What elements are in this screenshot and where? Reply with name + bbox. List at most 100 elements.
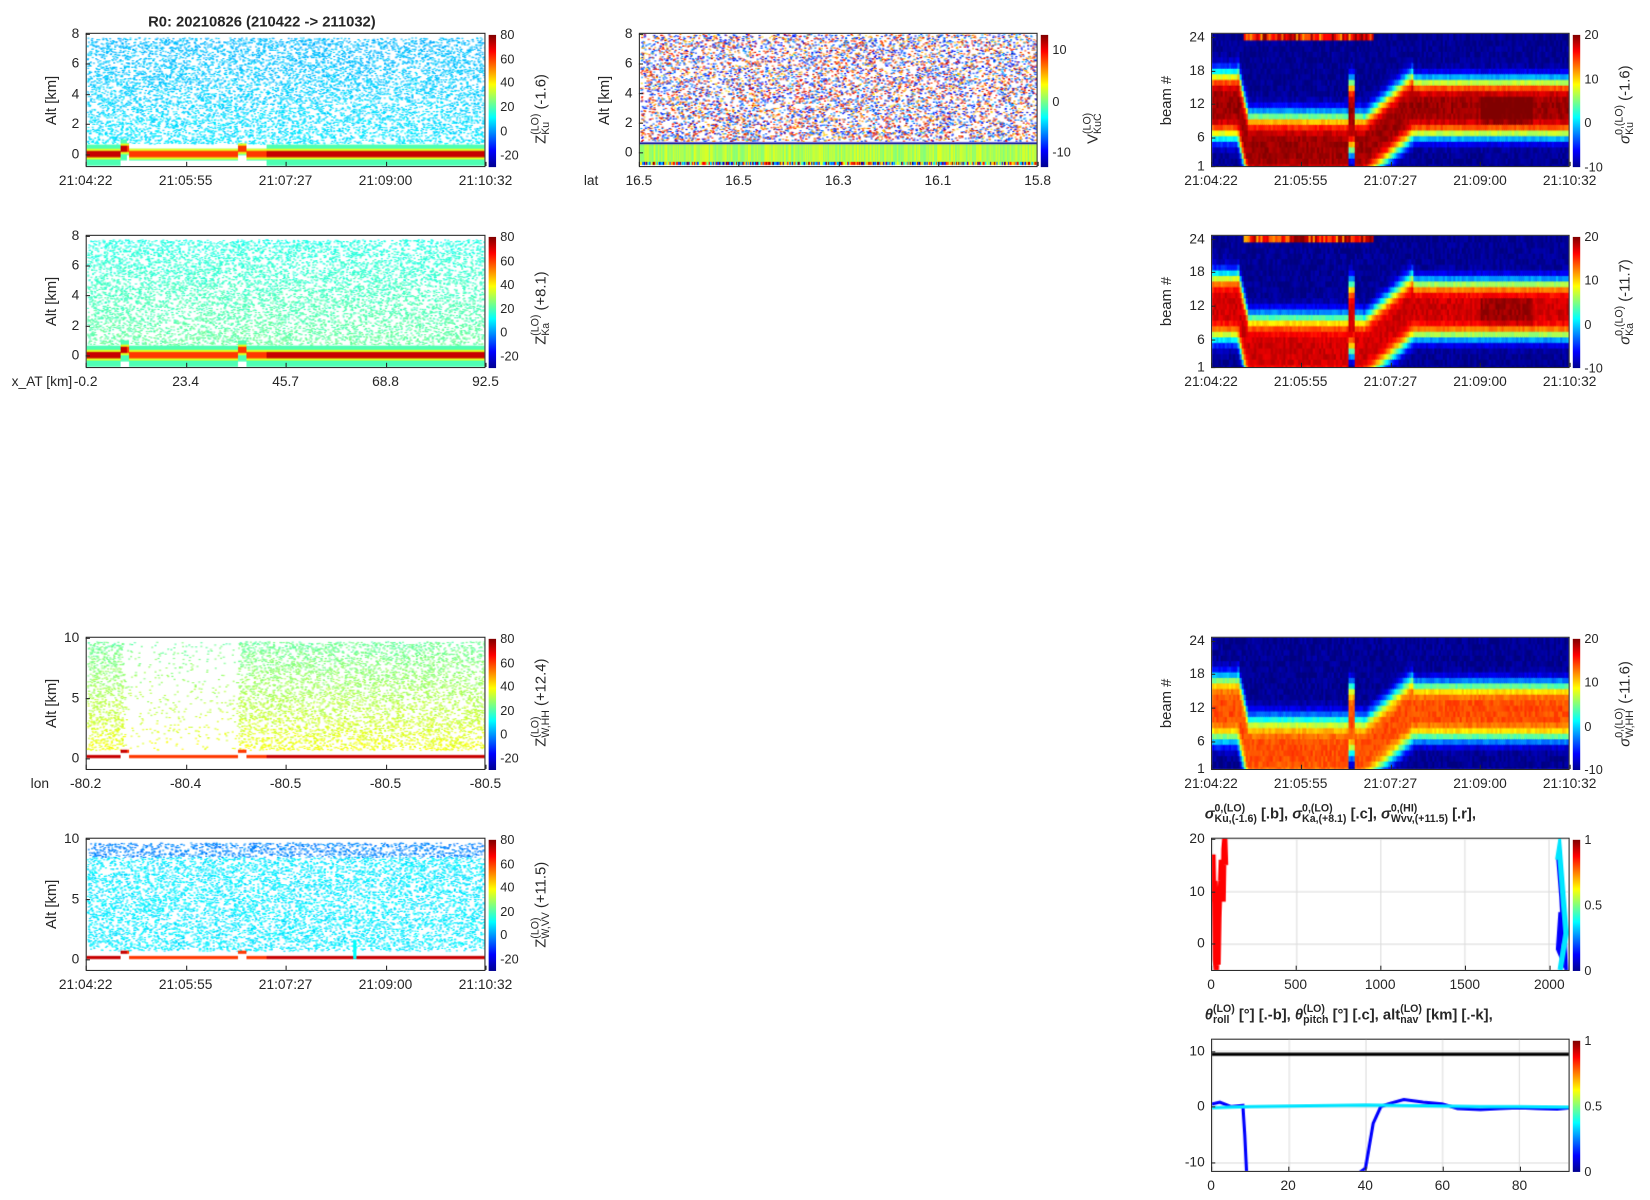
colorbar-label: V (LO) KuC (1082, 112, 1105, 144)
y-tick-label: 2 (624, 114, 633, 131)
y-tick-label: 6 (1197, 330, 1205, 347)
y-tick-mark (85, 154, 90, 156)
colorbar-tick-label: 0 (1584, 963, 1592, 979)
x-tick-mark (485, 965, 487, 970)
x-tick-label: 16.5 (625, 172, 653, 189)
y-tick-mark (85, 697, 90, 700)
y-tick-mark (1211, 707, 1216, 709)
y-tick-mark (85, 758, 90, 760)
y-axis-label: beam # (1157, 678, 1175, 729)
x-tick-label: 1000 (1364, 976, 1396, 993)
colorbar-label: σ 0,(LO) Ka (-11.7) (1614, 259, 1637, 345)
axes-beam_ka (1211, 234, 1570, 369)
y-tick-label: 8 (71, 25, 80, 42)
x-tick-label: 21:10:32 (458, 976, 513, 993)
axes-whh (85, 636, 486, 771)
x-tick-mark (385, 965, 387, 970)
plot-area-wvv (86, 838, 485, 970)
plot-area-beam_ka (1212, 235, 1569, 368)
colorbar-tick-label: -20 (500, 348, 519, 364)
x-tick-mark (1442, 1166, 1444, 1171)
y-tick-mark (1211, 838, 1216, 840)
y-tick-label: 24 (1189, 230, 1205, 247)
y-tick-label: 4 (71, 287, 80, 303)
colorbar-tick-label: 20 (500, 301, 515, 316)
x-tick-mark (285, 764, 287, 769)
colorbar-tick-label: 80 (500, 229, 515, 245)
y-tick-mark (85, 123, 90, 126)
x-tick-mark (1479, 362, 1482, 368)
colorbar-tick-label: 80 (500, 832, 515, 848)
x-tick-label: 21:05:55 (1273, 172, 1328, 189)
x-tick-mark (1300, 764, 1302, 769)
y-tick-label: 5 (71, 890, 80, 907)
y-tick-mark (1211, 70, 1216, 72)
y-tick-label: 18 (1189, 263, 1205, 280)
plot-area-ku (86, 33, 485, 167)
x-tick-mark (1365, 1166, 1367, 1171)
x-tick-label: -0.2 (73, 373, 98, 390)
colorbar-tick-label: 0 (500, 123, 508, 139)
y-tick-label: 6 (71, 257, 80, 274)
colorbar-tick-label: 40 (500, 880, 515, 895)
colorbar-tick-label: 20 (500, 99, 515, 115)
colorbar-tick-label: 20 (1584, 27, 1599, 43)
x-tick-mark (1288, 1166, 1290, 1171)
y-tick-mark (1211, 104, 1216, 106)
y-tick-label: 0 (71, 346, 80, 363)
x-tick-label: 21:05:55 (1273, 775, 1328, 792)
axes-wvv (85, 837, 486, 971)
figure-title: R0: 20210826 (210422 -> 211032) (148, 12, 376, 30)
colorbar-tick-label: -20 (500, 750, 519, 766)
x-tick-mark (85, 965, 87, 970)
y-tick-mark (1211, 272, 1216, 274)
colorbar-tick-label: 1 (1584, 1033, 1592, 1049)
y-tick-label: 0 (71, 145, 80, 162)
y-tick-mark (1211, 741, 1216, 743)
colorbar-tick-label: 20 (1584, 631, 1599, 647)
y-tick-label: 10 (64, 629, 80, 646)
colorbar-tick-label: 10 (1584, 675, 1599, 690)
y-tick-label: 6 (71, 55, 80, 72)
x-tick-mark (1211, 764, 1213, 769)
x-tick-mark (1211, 362, 1213, 368)
y-tick-mark (1211, 768, 1216, 771)
x-tick-mark (185, 965, 187, 970)
y-tick-label: 18 (1189, 61, 1205, 78)
x-tick-label: 2000 (1534, 976, 1565, 993)
x-tick-label: 21:04:22 (1184, 373, 1238, 390)
colorbar-tick-label: 20 (500, 702, 515, 718)
colorbar (488, 638, 497, 771)
colorbar (1572, 638, 1581, 771)
x-tick-mark (1295, 965, 1297, 970)
x-tick-label: 0 (1207, 1177, 1215, 1194)
x-tick-mark (285, 161, 287, 167)
x-tick-mark (1479, 161, 1482, 167)
x-tick-mark (385, 764, 387, 769)
x-tick-label: -80.5 (469, 775, 502, 792)
axes-ka (85, 234, 486, 369)
y-tick-label: 0 (624, 144, 633, 161)
colorbar-tick-label: 0 (1584, 1164, 1592, 1180)
x-tick-label: 21:05:55 (1273, 373, 1328, 390)
y-tick-mark (638, 122, 644, 125)
y-tick-mark (85, 838, 90, 840)
x-tick-mark (385, 161, 387, 167)
y-tick-mark (1211, 1162, 1216, 1164)
y-tick-mark (1211, 1106, 1216, 1108)
x-tick-label: 16.5 (725, 172, 752, 189)
x-tick-label: 21:07:27 (1363, 775, 1418, 792)
y-axis-label: Alt [km] (42, 75, 60, 125)
x-tick-mark (1569, 362, 1571, 368)
y-tick-label: 12 (1189, 699, 1205, 715)
y-tick-label: 1 (1197, 358, 1205, 375)
x-tick-mark (1390, 161, 1392, 167)
colorbar-tick-label: 40 (500, 679, 515, 694)
y-axis-label: Alt [km] (42, 879, 60, 930)
x-tick-mark (285, 362, 287, 368)
colorbar-tick-label: 60 (500, 856, 515, 872)
x-tick-label: 16.1 (924, 172, 952, 189)
colorbar-label: Z (LO) W,VV (+11.5) (529, 861, 553, 948)
y-tick-label: 4 (71, 85, 80, 102)
y-tick-label: 1 (1197, 760, 1205, 777)
